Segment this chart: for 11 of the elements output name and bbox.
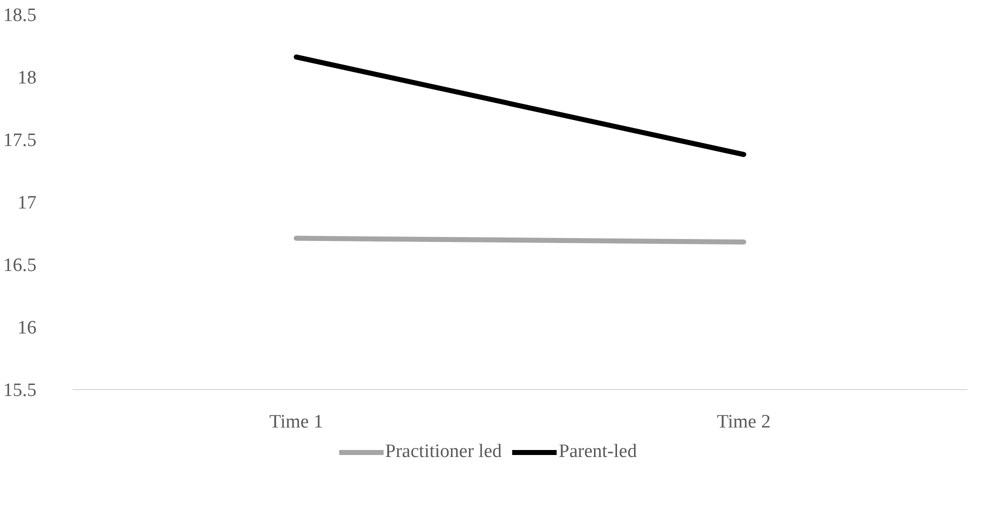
legend-label: Parent-led: [558, 441, 637, 463]
y-tick-label: 16: [18, 318, 36, 338]
y-tick-label: 18.5: [3, 5, 36, 26]
x-tick-label: Time 1: [269, 412, 324, 432]
x-tick-label: Time 2: [716, 412, 771, 432]
y-tick-label: 18: [18, 68, 36, 88]
legend-label: Practitioner led: [385, 441, 502, 463]
y-tick-label: 17.5: [3, 130, 36, 151]
y-tick-label: 15.5: [3, 380, 36, 401]
y-tick-label: 16.5: [3, 255, 36, 276]
y-tick-label: 17: [18, 192, 36, 214]
